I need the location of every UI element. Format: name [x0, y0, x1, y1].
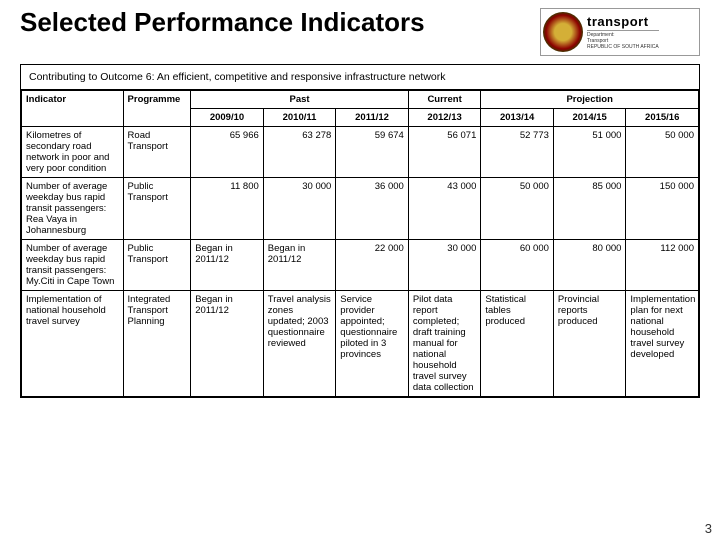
col-past: Past — [191, 91, 409, 109]
cell-value: 50 000 — [481, 178, 554, 240]
col-indicator: Indicator — [22, 91, 124, 127]
cell-value: 51 000 — [553, 127, 626, 178]
cell-value: Implementation plan for next national ho… — [626, 291, 699, 397]
cell-value: Travel analysis zones updated; 2003 ques… — [263, 291, 336, 397]
cell-value: Service provider appointed; questionnair… — [336, 291, 409, 397]
table-row: Number of average weekday bus rapid tran… — [22, 178, 699, 240]
page-number: 3 — [705, 521, 712, 536]
cell-value: 65 966 — [191, 127, 264, 178]
year-1: 2010/11 — [263, 109, 336, 127]
indicators-table: Indicator Programme Past Current Project… — [21, 90, 699, 397]
indicators-panel: Contributing to Outcome 6: An efficient,… — [20, 64, 700, 398]
cell-value: 150 000 — [626, 178, 699, 240]
cell-value: 30 000 — [408, 240, 481, 291]
cell-value: Provincial reports produced — [553, 291, 626, 397]
cell-value: Pilot data report completed; draft train… — [408, 291, 481, 397]
year-0: 2009/10 — [191, 109, 264, 127]
cell-programme: Road Transport — [123, 127, 191, 178]
logo-dept: Department: Transport REPUBLIC OF SOUTH … — [587, 30, 659, 50]
col-projection: Projection — [481, 91, 699, 109]
table-row: Kilometres of secondary road network in … — [22, 127, 699, 178]
outcome-caption: Contributing to Outcome 6: An efficient,… — [21, 65, 699, 90]
cell-programme: Public Transport — [123, 178, 191, 240]
cell-value: Began in 2011/12 — [191, 240, 264, 291]
cell-value: 43 000 — [408, 178, 481, 240]
year-6: 2015/16 — [626, 109, 699, 127]
cell-value: Began in 2011/12 — [263, 240, 336, 291]
table-row: Implementation of national household tra… — [22, 291, 699, 397]
cell-value: 60 000 — [481, 240, 554, 291]
cell-value: 112 000 — [626, 240, 699, 291]
cell-indicator: Kilometres of secondary road network in … — [22, 127, 124, 178]
col-current: Current — [408, 91, 481, 109]
coat-of-arms-icon — [543, 12, 583, 52]
cell-indicator: Number of average weekday bus rapid tran… — [22, 178, 124, 240]
cell-programme: Integrated Transport Planning — [123, 291, 191, 397]
cell-value: Began in 2011/12 — [191, 291, 264, 397]
year-2: 2011/12 — [336, 109, 409, 127]
cell-value: 22 000 — [336, 240, 409, 291]
cell-value: 11 800 — [191, 178, 264, 240]
cell-value: 59 674 — [336, 127, 409, 178]
table-body: Kilometres of secondary road network in … — [22, 127, 699, 397]
cell-value: 30 000 — [263, 178, 336, 240]
cell-value: 85 000 — [553, 178, 626, 240]
header-row-1: Indicator Programme Past Current Project… — [22, 91, 699, 109]
cell-value: 56 071 — [408, 127, 481, 178]
cell-indicator: Implementation of national household tra… — [22, 291, 124, 397]
year-4: 2013/14 — [481, 109, 554, 127]
logo-brand: transport — [587, 14, 659, 29]
page-title: Selected Performance Indicators — [20, 8, 425, 38]
cell-value: 50 000 — [626, 127, 699, 178]
cell-indicator: Number of average weekday bus rapid tran… — [22, 240, 124, 291]
col-programme: Programme — [123, 91, 191, 127]
cell-value: 63 278 — [263, 127, 336, 178]
cell-value: 80 000 — [553, 240, 626, 291]
cell-value: 36 000 — [336, 178, 409, 240]
year-3: 2012/13 — [408, 109, 481, 127]
cell-programme: Public Transport — [123, 240, 191, 291]
dept-logo: transport Department: Transport REPUBLIC… — [540, 8, 700, 56]
table-row: Number of average weekday bus rapid tran… — [22, 240, 699, 291]
cell-value: Statistical tables produced — [481, 291, 554, 397]
year-5: 2014/15 — [553, 109, 626, 127]
cell-value: 52 773 — [481, 127, 554, 178]
